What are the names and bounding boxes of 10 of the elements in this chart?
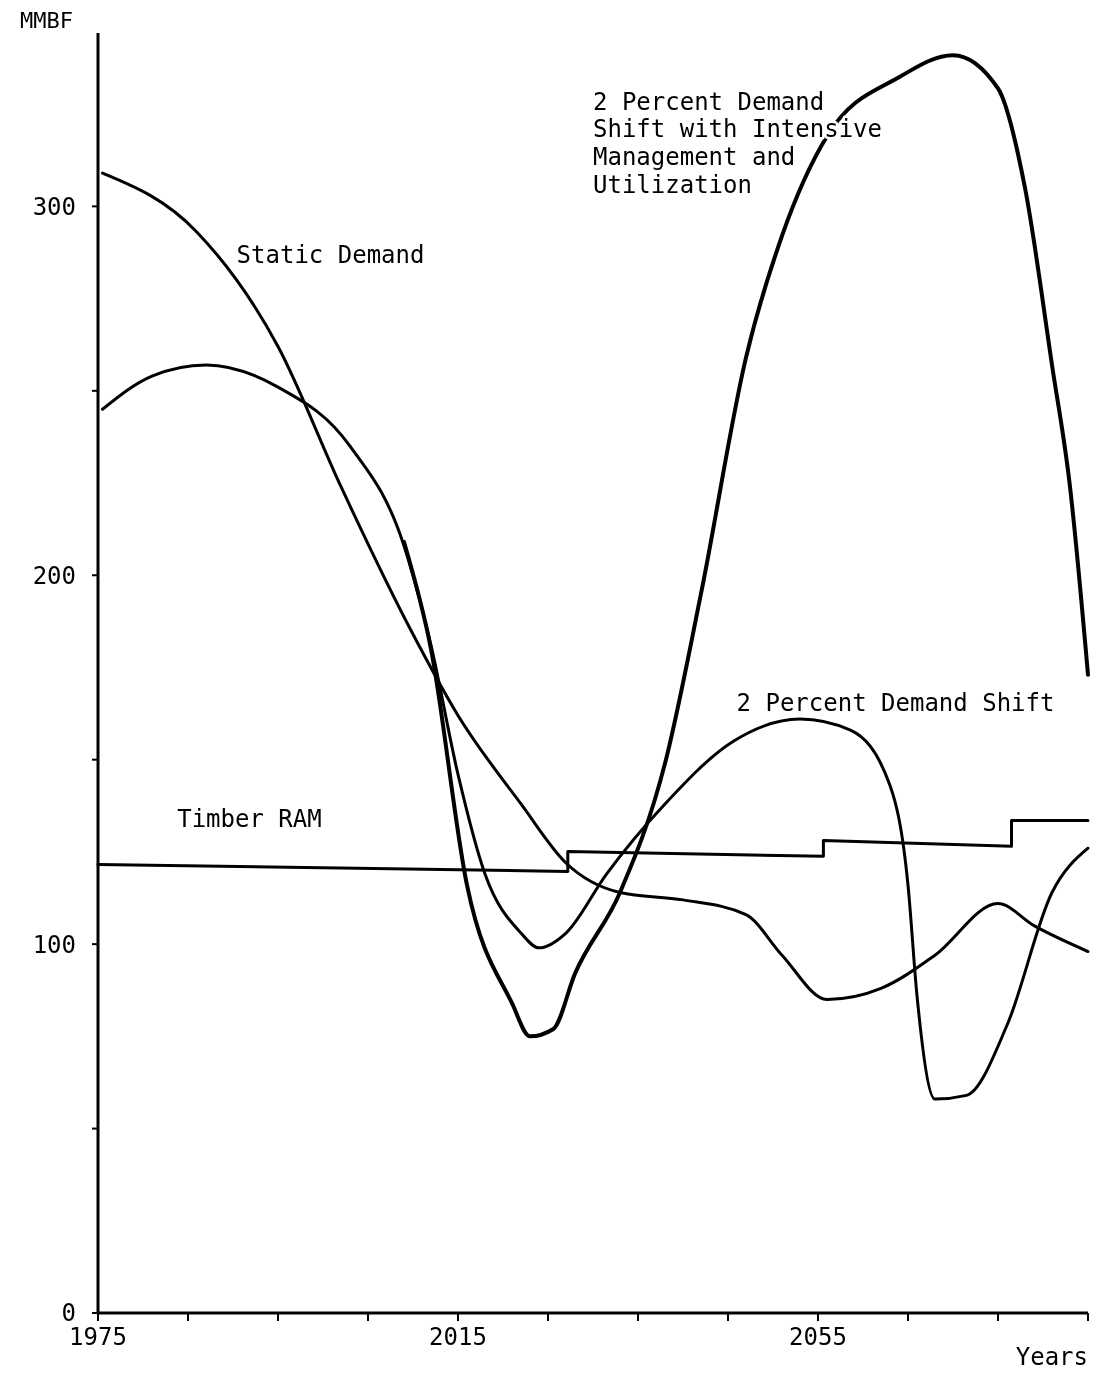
x-tick-label: 2015 [429, 1323, 487, 1351]
y-tick-label: 200 [32, 561, 76, 590]
series-label: 2 Percent Demand Shift [736, 689, 1055, 718]
x-axis-title: Years [1015, 1343, 1088, 1371]
y-axis-title: MMBF [20, 8, 73, 33]
y-tick-label: 100 [32, 930, 76, 959]
y-tick-label: 300 [32, 192, 76, 221]
x-tick-label: 2055 [789, 1323, 847, 1351]
series-label: Static Demand [236, 241, 425, 270]
series-label: Timber RAM [177, 804, 322, 833]
